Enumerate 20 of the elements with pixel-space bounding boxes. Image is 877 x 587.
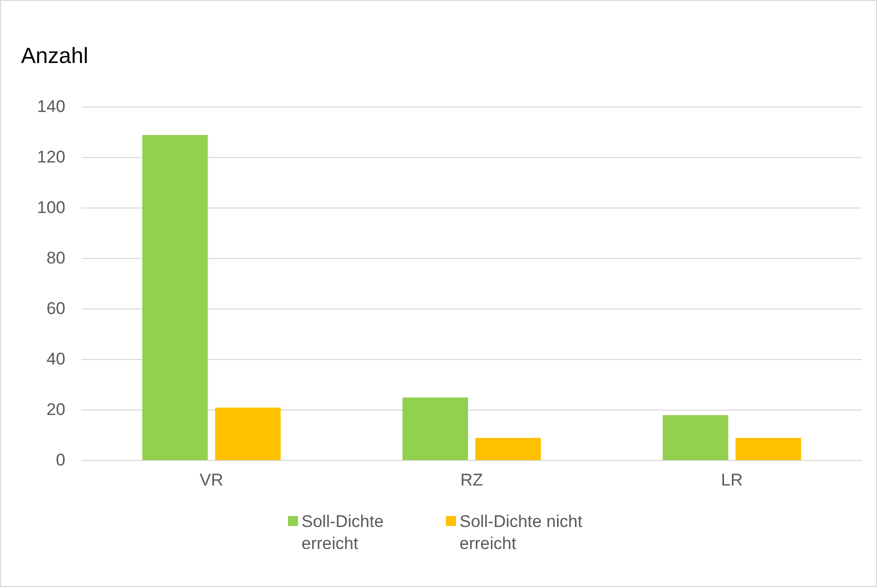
- bar: [402, 397, 468, 460]
- bar: [662, 415, 728, 460]
- bar: [142, 134, 208, 460]
- y-tick-label: 140: [36, 96, 66, 116]
- bar: [215, 408, 281, 460]
- y-tick-label: 80: [46, 248, 66, 268]
- x-tick-label: VR: [200, 470, 224, 490]
- y-tick-label: 60: [46, 298, 66, 318]
- y-tick-label: 100: [36, 198, 66, 217]
- legend-label: Soll-Dichte erreicht: [302, 511, 385, 555]
- x-tick-label: RZ: [460, 470, 484, 490]
- legend-label: Soll-Dichte nicht erreicht: [460, 511, 584, 555]
- bar: [736, 438, 802, 460]
- y-axis-title: Anzahl: [21, 43, 88, 69]
- y-tick-label: 20: [46, 400, 66, 419]
- y-tick-label: 40: [46, 349, 66, 368]
- y-tick-label: 120: [36, 147, 66, 166]
- y-tick-label: 0: [56, 450, 66, 470]
- x-tick-label: LR: [721, 470, 743, 490]
- bar: [475, 438, 541, 460]
